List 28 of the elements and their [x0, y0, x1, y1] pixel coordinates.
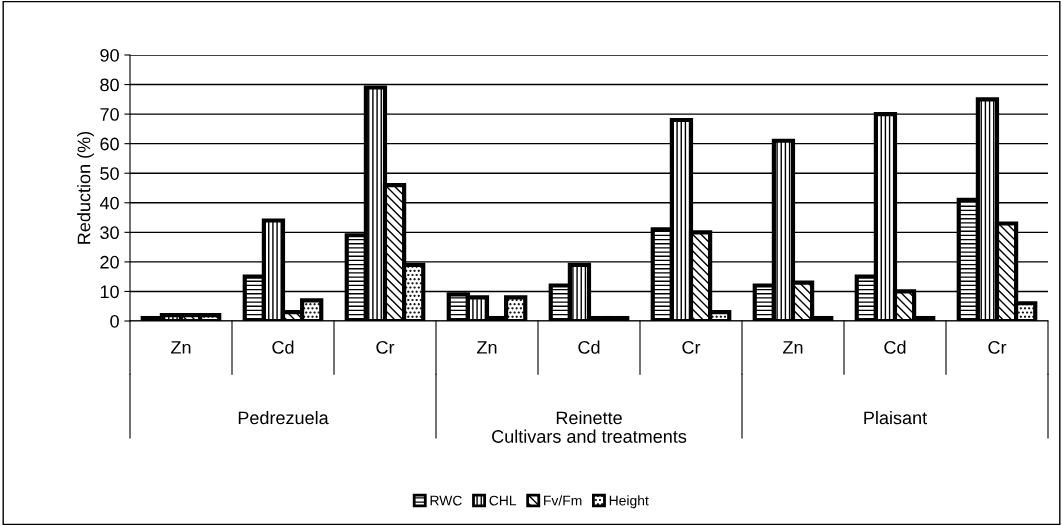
legend-label: Fv/Fm: [544, 495, 582, 506]
y-tick-label: 90: [100, 48, 119, 62]
x-tick-label: Cr: [376, 340, 395, 354]
x-tick-label: Cd: [578, 340, 600, 354]
text: Pedrezuela: [238, 411, 329, 425]
y-tick-label: 30: [100, 226, 119, 240]
text: Reinette: [556, 411, 622, 425]
y-tick-label: 50: [100, 167, 119, 180]
x-tick-label: Cr: [988, 340, 1007, 354]
text: Plaisant: [864, 411, 927, 425]
x-tick-label: Cd: [272, 340, 294, 354]
y-tick-label: 60: [100, 137, 119, 151]
y-tick-label: 70: [100, 108, 119, 121]
legend-label: RWC: [430, 495, 462, 506]
legend-label: Height: [609, 495, 649, 509]
text: Cultivars and treatments: [492, 429, 687, 443]
y-axis-title: Reduction (%): [77, 131, 94, 244]
y-tick-label: 40: [99, 196, 119, 210]
x-tick-label: Zn: [783, 341, 803, 354]
x-tick-label: Zn: [477, 341, 497, 354]
y-tick-label: 20: [100, 255, 119, 269]
legend-label: CHL: [489, 495, 517, 506]
x-tick-label: Cr: [682, 340, 701, 354]
y-tick-label: 80: [100, 78, 119, 92]
x-tick-label: Zn: [171, 341, 191, 354]
y-tick-label: 0: [110, 314, 119, 328]
y-tick-label: 10: [100, 285, 119, 299]
x-tick-label: Cd: [884, 340, 906, 354]
